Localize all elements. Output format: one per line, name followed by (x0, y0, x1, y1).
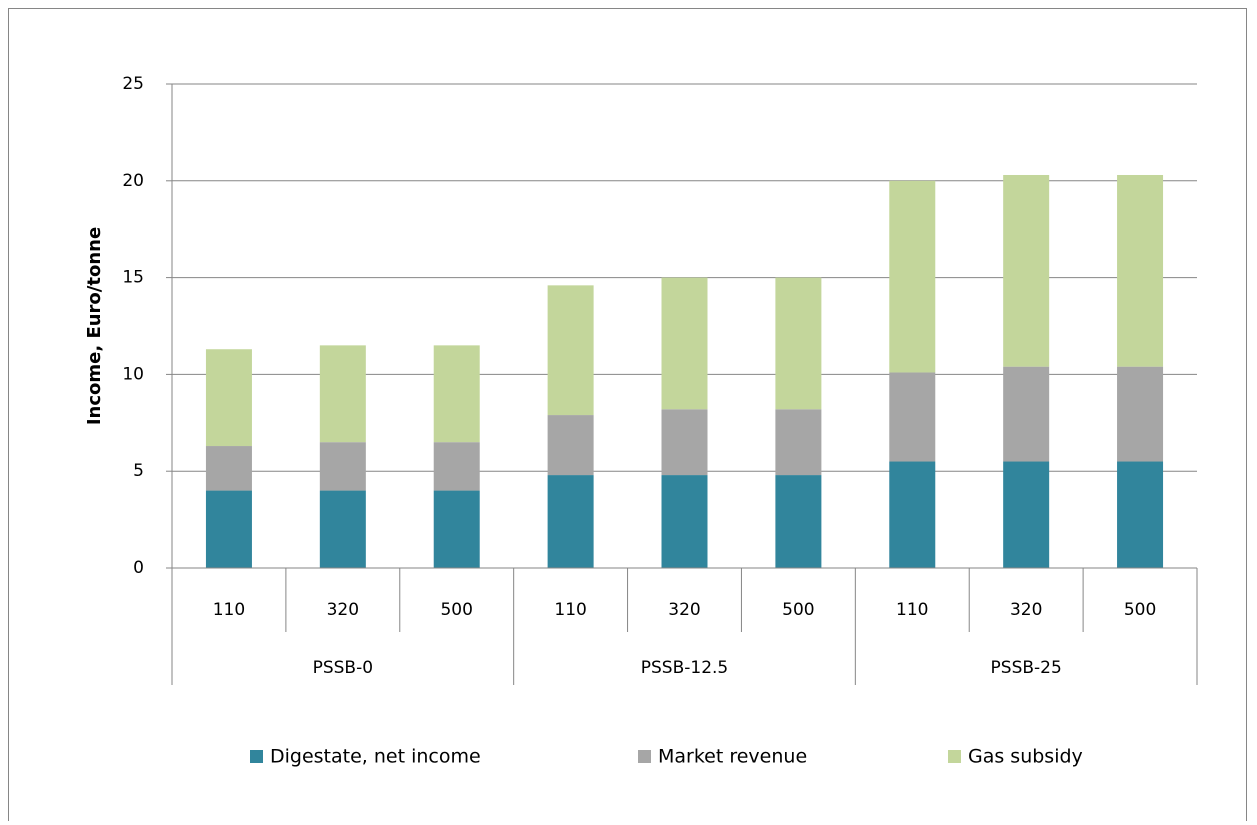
legend-label: Gas subsidy (968, 746, 1083, 768)
bar-segment (547, 285, 594, 416)
y-tick-label: 5 (133, 461, 144, 481)
bar-segment (205, 349, 252, 447)
bar-segment (319, 442, 366, 491)
group-label: PSSB-25 (991, 658, 1062, 678)
bar-segment (1003, 366, 1050, 462)
bar-segment (1117, 461, 1164, 568)
y-tick-label: 25 (122, 74, 144, 94)
bar-segment (1003, 461, 1050, 568)
y-tick-label: 20 (122, 171, 144, 191)
chart-frame (8, 8, 1247, 825)
bar-segment (319, 490, 366, 568)
x-tick-label: 320 (668, 600, 700, 620)
y-axis-title: Income, Euro/tonne (84, 227, 105, 425)
bar-segment (433, 345, 480, 443)
x-tick-label: 500 (440, 600, 472, 620)
y-tick-label: 15 (122, 268, 144, 288)
bar-segment (775, 475, 822, 568)
legend-label: Market revenue (658, 746, 807, 768)
x-tick-label: 320 (327, 600, 359, 620)
legend-swatch (638, 750, 651, 763)
x-tick-label: 320 (1010, 600, 1042, 620)
x-tick-label: 500 (782, 600, 814, 620)
bar-segment (1117, 366, 1164, 462)
bar-segment (547, 475, 594, 568)
bar-segment (661, 475, 708, 568)
bar-segment (889, 372, 936, 462)
bar-segment (547, 415, 594, 476)
bar-segment (661, 409, 708, 476)
group-label: PSSB-12.5 (641, 658, 728, 678)
bar-segment (661, 277, 708, 410)
x-tick-label: 500 (1124, 600, 1156, 620)
legend-swatch (948, 750, 961, 763)
bar-segment (205, 446, 252, 491)
bar-segment (889, 180, 936, 373)
y-tick-label: 10 (122, 364, 144, 384)
bar-segment (1117, 174, 1164, 367)
y-tick-label: 0 (133, 558, 144, 578)
legend-label: Digestate, net income (270, 746, 481, 768)
x-tick-label: 110 (554, 600, 586, 620)
bar-segment (775, 409, 822, 476)
bar-segment (205, 490, 252, 568)
bar-segment (319, 345, 366, 443)
x-tick-label: 110 (896, 600, 928, 620)
legend-swatch (250, 750, 263, 763)
bar-segment (889, 461, 936, 568)
x-tick-label: 110 (213, 600, 245, 620)
group-label: PSSB-0 (313, 658, 373, 678)
bar-segment (775, 277, 822, 410)
bar-segment (433, 442, 480, 491)
bar-segment (1003, 174, 1050, 367)
bar-segment (433, 490, 480, 568)
